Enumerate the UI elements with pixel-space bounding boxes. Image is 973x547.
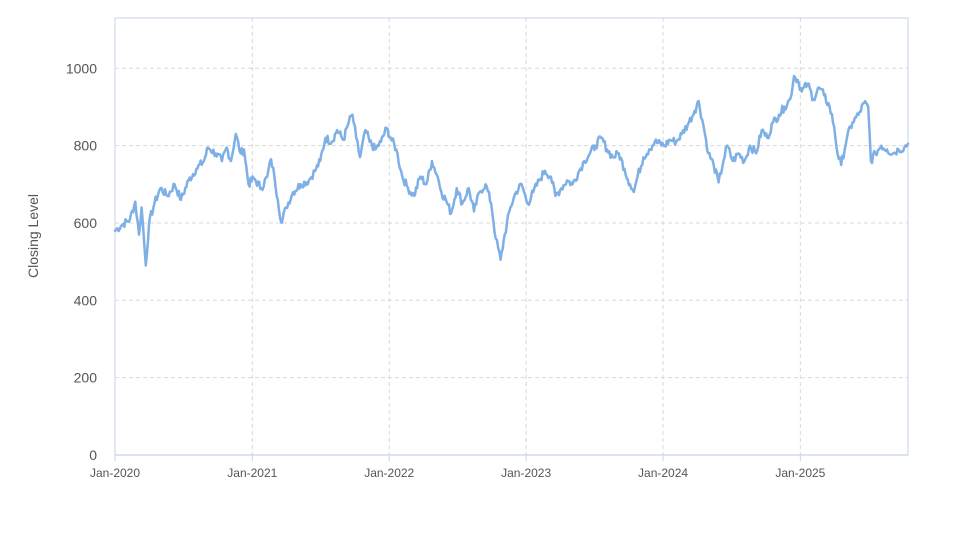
- x-tick-label: Jan-2021: [227, 466, 277, 480]
- y-tick-label: 1000: [66, 60, 97, 76]
- x-tick-label: Jan-2025: [775, 466, 825, 480]
- y-tick-label: 400: [74, 292, 98, 308]
- y-tick-label: 0: [89, 447, 97, 463]
- gridlines: [115, 18, 908, 455]
- y-tick-label: 800: [74, 138, 98, 154]
- y-axis-ticks: 0 200 400 600 800 1000: [66, 60, 97, 463]
- y-tick-label: 200: [74, 370, 98, 386]
- x-axis-ticks: Jan-2020 Jan-2021 Jan-2022 Jan-2023 Jan-2024…: [90, 455, 826, 480]
- y-axis-title: Closing Level: [25, 194, 41, 278]
- series-line: [113, 74, 910, 267]
- y-tick-label: 600: [74, 215, 98, 231]
- x-tick-label: Jan-2024: [638, 466, 688, 480]
- x-tick-label: Jan-2020: [90, 466, 140, 480]
- x-tick-label: Jan-2022: [364, 466, 414, 480]
- x-tick-label: Jan-2023: [501, 466, 551, 480]
